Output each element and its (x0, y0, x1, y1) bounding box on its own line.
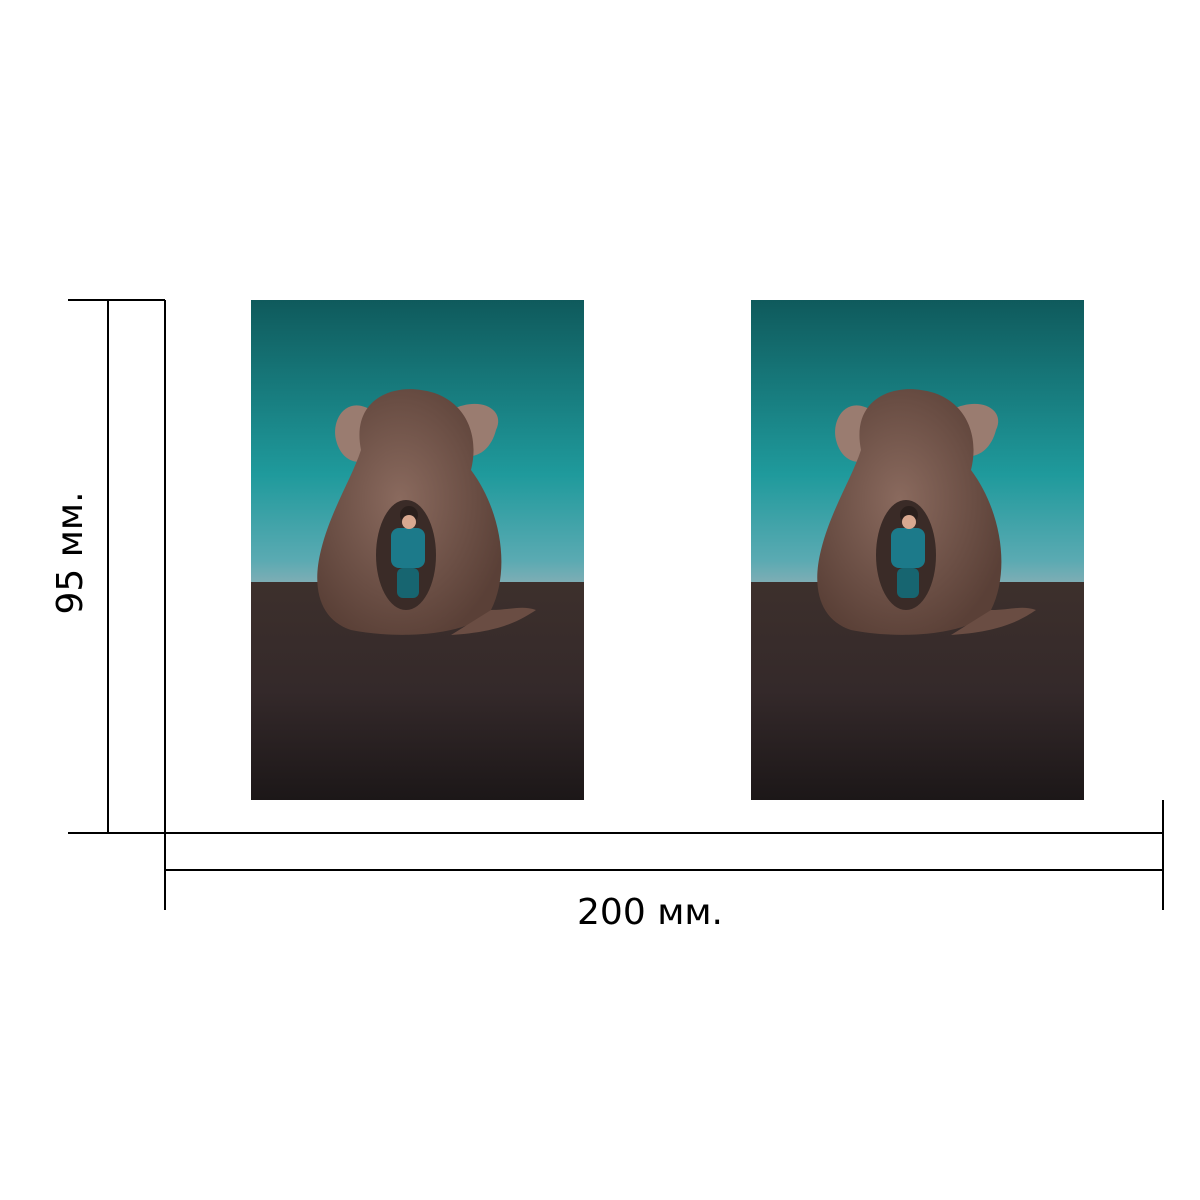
height-label: 95 мм. (50, 491, 91, 614)
product-image (751, 300, 1084, 800)
width-label: 200 мм. (577, 892, 723, 933)
product-image (251, 300, 584, 800)
